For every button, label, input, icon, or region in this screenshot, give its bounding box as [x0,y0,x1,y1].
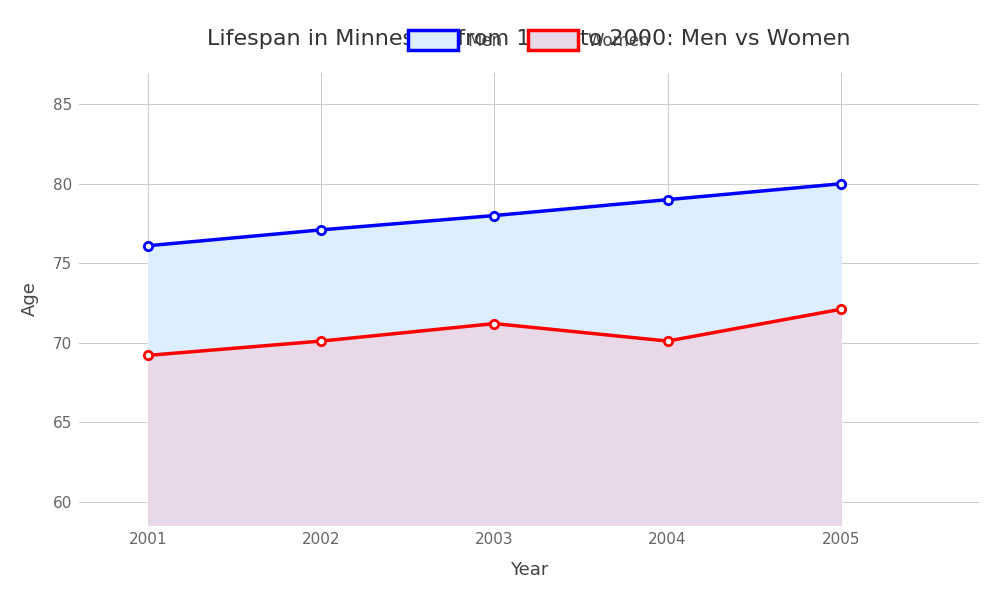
Title: Lifespan in Minnesota from 1971 to 2000: Men vs Women: Lifespan in Minnesota from 1971 to 2000:… [207,29,851,49]
X-axis label: Year: Year [510,561,548,579]
Y-axis label: Age: Age [21,281,39,316]
Legend: Men, Women: Men, Women [399,22,659,58]
